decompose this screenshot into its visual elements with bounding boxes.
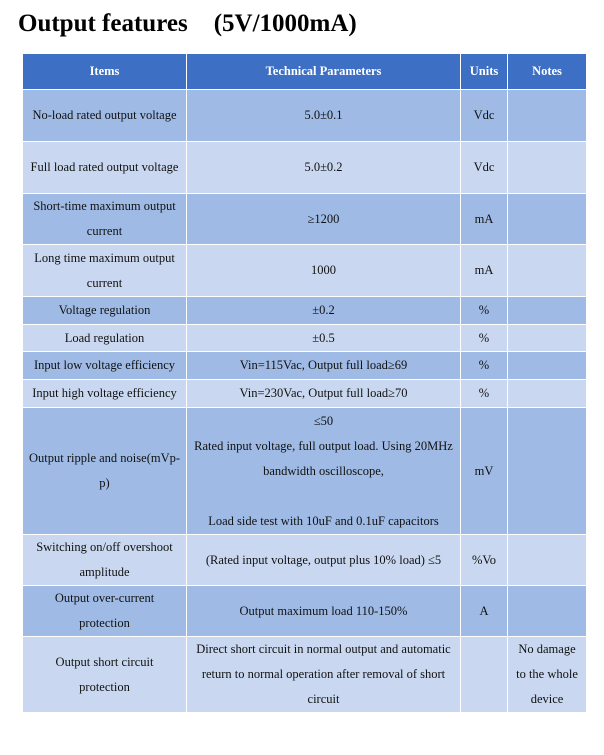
cell-param: ±0.5 [186, 324, 461, 352]
cell-item: Switching on/off overshoot amplitude [22, 534, 187, 586]
table-row: Long time maximum output current 1000 mA [22, 244, 587, 297]
title: Output features (5V/1000mA) [18, 10, 357, 38]
cell-item: Full load rated output voltage [22, 141, 187, 194]
header-row: Items Technical Parameters Units Notes [22, 53, 587, 90]
cell-empty [507, 193, 587, 245]
table-row: Short-time maximum output current ≥1200 mA [22, 193, 587, 245]
cell-empty [507, 585, 587, 637]
cell-param: 1000 [186, 244, 461, 297]
cell-item: Output over-current protection [22, 585, 187, 637]
table-row: Input high voltage efficiency Vin=230Vac,… [22, 379, 587, 408]
cell-param: Vin=115Vac, Output full load≥69 [186, 351, 461, 380]
table-row: Output ripple and noise(mVp-p) ≤50 Rated i… [22, 407, 587, 535]
cell-param: Output maximum load 110-150% [186, 585, 461, 637]
column-header: Items [22, 53, 187, 90]
column-header: Notes [507, 53, 587, 90]
cell-empty [460, 636, 508, 713]
cell-line: Rated input voltage, full output load. U… [194, 438, 453, 478]
spec-table: Items Technical Parameters Units Notes No-l… [22, 53, 587, 713]
gap [193, 484, 454, 509]
cell-param: 5.0±0.1 [186, 89, 461, 142]
cell-param: Vin=230Vac, Output full load≥70 [186, 379, 461, 408]
cell-empty [507, 351, 587, 380]
cell-empty [507, 89, 587, 142]
cell-item: Short-time maximum output current [22, 193, 187, 245]
table-row: Output short circuit protection Direct sh… [22, 636, 587, 713]
table-row: Load regulation ±0.5% [22, 324, 587, 352]
cell-item: Voltage regulation [22, 296, 187, 325]
table-row: Switching on/off overshoot amplitude (Rat… [22, 534, 587, 586]
cell-empty [507, 296, 587, 325]
table-row: Voltage regulation ±0.2% [22, 296, 587, 325]
cell-unit: Vdc [460, 89, 508, 142]
cell-line: Load side test with 10uF and 0.1uF capac… [208, 513, 439, 528]
table-row: Full load rated output voltage 5.0±0.2 Vdc [22, 141, 587, 194]
cell-empty [507, 407, 587, 535]
cell-item: Long time maximum output current [22, 244, 187, 297]
table-row: No-load rated output voltage 5.0±0.1 Vdc [22, 89, 587, 142]
cell-item: Output short circuit protection [22, 636, 187, 713]
cell-item: Output ripple and noise(mVp-p) [22, 407, 187, 535]
cell-unit: mA [460, 244, 508, 297]
cell-unit: Vdc [460, 141, 508, 194]
cell-empty [507, 534, 587, 586]
title-text: Output features [18, 10, 188, 37]
cell-item: Input low voltage efficiency [22, 351, 187, 380]
cell-unit: %Vo [460, 534, 508, 586]
table-row: Input low voltage efficiency Vin=115Vac, … [22, 351, 587, 380]
cell-unit: mV [460, 407, 508, 535]
cell-unit: A [460, 585, 508, 637]
cell-param: (Rated input voltage, output plus 10% lo… [186, 534, 461, 586]
table-row: Output over-current protection Output max… [22, 585, 587, 637]
cell-empty [507, 244, 587, 297]
cell-note: No damage to the whole device [507, 636, 587, 713]
cell-param: Direct short circuit in normal output an… [186, 636, 461, 713]
cell-unit: mA [460, 193, 508, 245]
cell-empty [507, 141, 587, 194]
cell-item: Input high voltage efficiency [22, 379, 187, 408]
cell-param: ±0.2 [186, 296, 461, 325]
column-header: Units [460, 53, 508, 90]
cell-empty [507, 324, 587, 352]
cell-unit: % [460, 296, 508, 325]
cell-item: Load regulation [22, 324, 187, 352]
cell-item: No-load rated output voltage [22, 89, 187, 142]
cell-unit: % [460, 324, 508, 352]
cell-param: ≥1200 [186, 193, 461, 245]
cell-unit: % [460, 351, 508, 380]
cell-line: ≤50 [313, 413, 334, 428]
cell-empty [507, 379, 587, 408]
subtitle: (5V/1000mA) [213, 10, 357, 37]
cell-unit: % [460, 379, 508, 408]
cell-param: 5.0±0.2 [186, 141, 461, 194]
cell-param: ≤50 Rated input voltage, full output load… [186, 407, 461, 535]
column-header: Technical Parameters [186, 53, 461, 90]
